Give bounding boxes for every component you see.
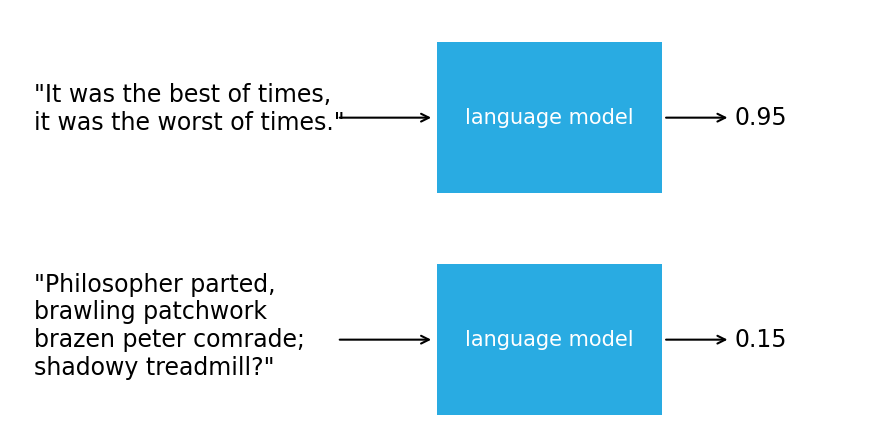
Text: 0.95: 0.95 [735, 106, 788, 130]
FancyBboxPatch shape [437, 42, 662, 193]
Text: "Philosopher parted,
brawling patchwork
brazen peter comrade;
shadowy treadmill?: "Philosopher parted, brawling patchwork … [34, 273, 304, 380]
FancyBboxPatch shape [437, 264, 662, 415]
Text: "It was the best of times,
it was the worst of times.": "It was the best of times, it was the wo… [34, 83, 344, 135]
Text: language model: language model [465, 107, 633, 128]
Text: 0.15: 0.15 [735, 328, 788, 352]
Text: language model: language model [465, 329, 633, 350]
